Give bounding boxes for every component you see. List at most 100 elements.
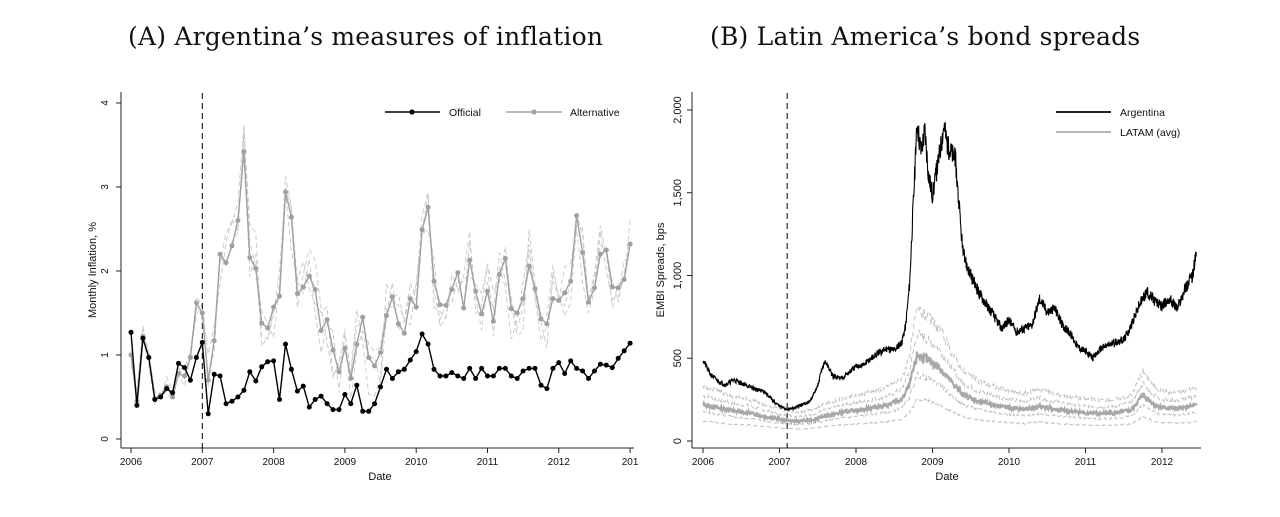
alternative-series-point	[324, 317, 330, 323]
alternative-series-point	[217, 251, 223, 257]
official-series-point	[176, 360, 181, 366]
official-series-point	[520, 368, 526, 374]
alternative-series-point	[211, 338, 217, 344]
panel-b-country-line	[702, 305, 1197, 415]
alternative-series-point	[544, 321, 550, 327]
alternative-series-point	[330, 347, 336, 353]
panel-a-alt-measure-line	[130, 129, 631, 398]
alternative-series-point	[271, 304, 277, 310]
official-series-point	[431, 366, 437, 372]
alternative-series-point	[586, 299, 591, 305]
official-series-point	[223, 401, 229, 407]
official-series-point	[538, 382, 544, 388]
official-series-point	[586, 376, 591, 381]
panel-b-country-line	[702, 397, 1197, 430]
panel-a-y-label: Monthly Inflation, %	[87, 222, 99, 318]
alternative-series-point	[288, 214, 294, 220]
panel-a-y-tick-label: 0	[100, 436, 111, 442]
legend-official-label: Official	[449, 107, 481, 119]
legend-argentina-label: Argentina	[1120, 107, 1165, 119]
official-series-point	[485, 373, 490, 379]
legend-official-marker	[409, 109, 415, 115]
alternative-series-point	[473, 288, 479, 294]
alternative-series-point	[265, 325, 271, 331]
panel-a-x-tick-label: 2008	[262, 457, 285, 468]
panel-a-y-tick-label: 3	[100, 184, 111, 190]
alternative-series-point	[538, 316, 544, 322]
official-series-point	[621, 348, 627, 354]
alternative-series-point	[170, 394, 176, 400]
official-series-point	[615, 355, 621, 361]
official-series-point	[330, 407, 336, 413]
official-series-point	[366, 408, 372, 414]
panel-b-y-label: EMBI Spreads, bps	[655, 222, 667, 317]
panel-a-series	[128, 149, 633, 417]
alternative-series-point	[259, 320, 265, 326]
alternative-series-point	[342, 345, 348, 351]
official-series-point	[205, 411, 211, 417]
panel-a-x-label: Date	[368, 471, 391, 483]
official-series-point	[461, 376, 467, 381]
official-series-point	[502, 365, 508, 371]
official-series-point	[609, 365, 615, 371]
alternative-series-point	[574, 213, 580, 219]
panel-b-x-tick-label: 2008	[845, 457, 868, 468]
alternative-series-point	[615, 285, 621, 291]
official-series-point	[473, 376, 479, 381]
official-series-point	[182, 365, 187, 371]
official-series-point	[271, 358, 277, 364]
official-series-point	[164, 386, 170, 392]
panel-b-label: (B)	[710, 22, 749, 51]
alternative-series-point	[508, 306, 514, 312]
alternative-series-point	[437, 302, 443, 308]
alternative-series-point	[556, 297, 562, 303]
alternative-series-point	[526, 263, 532, 269]
official-series-point	[627, 340, 633, 346]
official-series-point	[562, 371, 568, 376]
official-series-point	[508, 373, 514, 379]
official-series-point	[592, 368, 597, 374]
alternative-series-point	[348, 376, 354, 381]
panel-b-title-text: Latin America’s bond spreads	[756, 22, 1141, 51]
alternative-series-point	[277, 293, 282, 299]
official-series-point	[342, 392, 348, 397]
alternative-series-point	[502, 255, 508, 261]
alternative-series-point	[413, 304, 419, 310]
legend-alternative-label: Alternative	[570, 107, 620, 119]
official-series-point	[170, 390, 176, 396]
official-series-point	[306, 404, 312, 410]
panel-b-y-tick-label: 1,000	[672, 262, 684, 290]
alternative-series-point	[283, 189, 288, 195]
official-series-point	[288, 366, 294, 372]
official-series-point	[532, 365, 538, 371]
alternative-series-point	[532, 286, 538, 292]
alternative-series-point	[401, 330, 407, 336]
panel-b-x-label: Date	[935, 471, 958, 483]
alternative-series-point	[621, 276, 627, 282]
panel-b-y-tick-label: 2,000	[672, 96, 684, 124]
official-series-point	[443, 373, 449, 379]
panel-a-x-tick-label: 201	[622, 457, 639, 468]
official-series-point	[419, 331, 425, 337]
alternative-series-point	[312, 287, 318, 292]
panel-a-x-tick-label: 2007	[191, 457, 214, 468]
panel-b-dashed-lines	[702, 305, 1197, 430]
alternative-series-point	[407, 296, 413, 302]
official-series-point	[378, 384, 383, 390]
alternative-series-point	[550, 296, 556, 302]
alternative-series-point	[300, 284, 306, 290]
alternative-series-point	[229, 243, 235, 249]
panel-b-series	[702, 121, 1198, 426]
alternative-series-point	[443, 302, 449, 308]
alternative-series-point	[603, 247, 609, 253]
official-series-point	[526, 365, 532, 371]
official-series-point	[580, 368, 586, 374]
alternative-series-point	[253, 266, 259, 271]
official-series-point	[574, 365, 580, 371]
official-series-point	[348, 401, 354, 407]
official-series-point	[253, 378, 259, 384]
official-series-point	[490, 373, 496, 379]
official-series-point	[140, 335, 146, 341]
panel-a-alt-measure-line	[130, 135, 631, 406]
panel-a-legend: Official Alternative	[385, 107, 620, 119]
